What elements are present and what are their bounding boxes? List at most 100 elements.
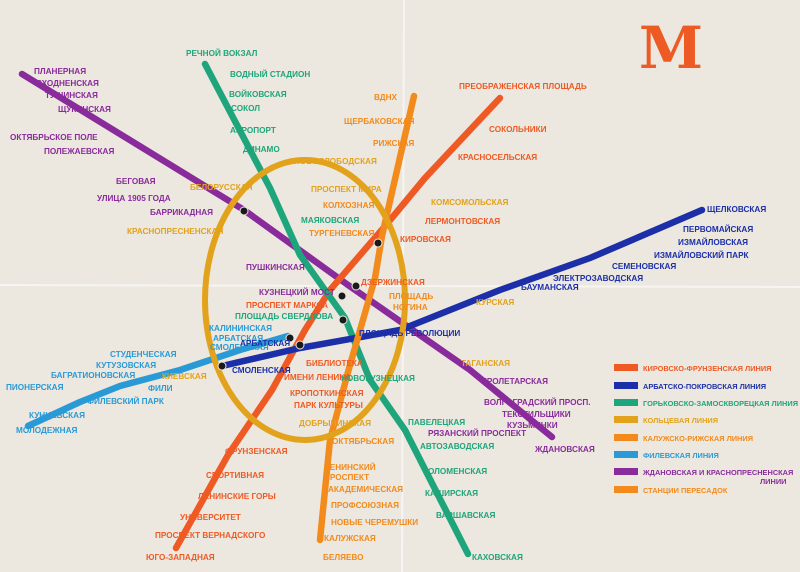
station-label: ТАГАНСКАЯ (461, 359, 510, 368)
station-label: ИЗМАЙЛОВСКАЯ (678, 236, 748, 247)
line-ring (202, 157, 408, 443)
transfer-dot (239, 206, 249, 216)
station-label: КУТУЗОВСКАЯ (96, 361, 156, 370)
legend-swatch (614, 399, 638, 406)
station-label: УЛИЦА 1905 ГОДА (97, 194, 171, 203)
station-label: СТУДЕНЧЕСКАЯ (110, 350, 177, 359)
station-label: СПОРТИВНАЯ (206, 471, 264, 480)
legend-label: КОЛЬЦЕВАЯ ЛИНИЯ (643, 416, 718, 425)
station-label: ВАРШАВСКАЯ (436, 511, 495, 520)
station-label: ПЛОЩАДЬ РЕВОЛЮЦИИ (359, 329, 460, 338)
station-label: НОГИНА (393, 303, 428, 312)
station-label: РЯЗАНСКИЙ ПРОСПЕКТ (428, 427, 526, 438)
station-label: СОКОЛЬНИКИ (489, 125, 547, 134)
transfer-dot (285, 333, 295, 343)
station-label: ЛЕНИНСКИЙ (324, 461, 376, 472)
legend-swatch (614, 416, 638, 423)
station-label: ФРУНЗЕНСКАЯ (225, 447, 288, 456)
station-label: ВДНХ (374, 93, 398, 102)
station-label: КАЛУЖСКАЯ (324, 534, 376, 543)
station-label: ПРОЛЕТАРСКАЯ (481, 377, 548, 386)
station-label: ЛЕРМОНТОВСКАЯ (425, 217, 500, 226)
station-label: ПЛАНЕРНАЯ (34, 67, 86, 76)
station-label: РЕЧНОЙ ВОКЗАЛ (186, 47, 258, 58)
legend-label: КИРОВСКО-ФРУНЗЕНСКАЯ ЛИНИЯ (643, 364, 772, 373)
station-label: ФИЛИ (148, 384, 173, 393)
station-label: СМОЛЕНСКАЯ (232, 366, 291, 375)
station-label: ТУШИНСКАЯ (45, 91, 98, 100)
station-label: ПРОСПЕКТ ВЕРНАДСКОГО (155, 531, 266, 540)
station-label: МОЛОДЕЖНАЯ (16, 426, 78, 435)
transfer-dot (295, 340, 305, 350)
station-label: ЮГО-ЗАПАДНАЯ (146, 553, 215, 562)
station-label: КУНЦЕВСКАЯ (29, 411, 85, 420)
legend-swatch (614, 364, 638, 371)
station-label: ПРОСПЕКТ МАРКСА (246, 301, 328, 310)
legend-label: СТАНЦИИ ПЕРЕСАДОК (643, 486, 728, 495)
legend-label: ФИЛЕВСКАЯ ЛИНИЯ (643, 451, 719, 460)
transfer-dot (373, 238, 383, 248)
station-label: ДИНАМО (243, 145, 280, 154)
station-label: СМОЛЕНСКАЯ (210, 343, 269, 352)
station-label: ПУШКИНСКАЯ (246, 263, 305, 272)
legend-label: ЖДАНОВСКАЯ И КРАСНОПРЕСНЕНСКАЯ (642, 468, 793, 477)
station-label: СХОДНЕНСКАЯ (36, 79, 99, 88)
legend-label-continuation: ЛИНИИ (760, 477, 786, 486)
station-label: НОВОСЛОБОДСКАЯ (294, 157, 377, 166)
station-label: КУЗЬМИНКИ (507, 421, 558, 430)
station-labels: ПЛАНЕРНАЯ СХОДНЕНСКАЯ ТУШИНСКАЯ ЩУКИНСКАЯ ОК… (6, 47, 766, 562)
station-label: ТУРГЕНЕВСКАЯ (309, 229, 374, 238)
station-label: ПРЕОБРАЖЕНСКАЯ ПЛОЩАДЬ (459, 82, 587, 91)
station-label: КИРОВСКАЯ (400, 235, 451, 244)
legend-swatch (614, 434, 638, 441)
transfer-dot (337, 291, 347, 301)
station-label: ЩЕЛКОВСКАЯ (707, 205, 766, 214)
station-label: БАРРИКАДНАЯ (150, 208, 213, 217)
station-label: ПЕРВОМАЙСКАЯ (683, 223, 753, 234)
station-label: ФИЛЕВСКИЙ ПАРК (87, 395, 165, 406)
station-label: КАШИРСКАЯ (425, 489, 478, 498)
station-label: ВОЙКОВСКАЯ (229, 88, 287, 99)
station-label: ДЗЕРЖИНСКАЯ (361, 278, 425, 287)
station-label: ОКТЯБРЬСКОЕ ПОЛЕ (10, 133, 98, 142)
station-label: УНИВЕРСИТЕТ (180, 513, 241, 522)
station-label: НОВЫЕ ЧЕРЕМУШКИ (331, 518, 418, 527)
transfer-dot (351, 281, 361, 291)
station-label: КОМСОМОЛЬСКАЯ (431, 198, 508, 207)
station-label: БЕГОВАЯ (116, 177, 156, 186)
station-label: КОЛОМЕНСКАЯ (423, 467, 487, 476)
station-label: СЕМЕНОВСКАЯ (612, 262, 676, 271)
station-label: ОКТЯБРЬСКАЯ (332, 437, 394, 446)
station-label: ПЛОЩАДЬ СВЕРДЛОВА (235, 312, 333, 321)
legend: КИРОВСКО-ФРУНЗЕНСКАЯ ЛИНИЯ АРБАТСКО-ПОКРО… (614, 364, 798, 495)
metro-logo: М (639, 14, 703, 82)
legend-swatch (614, 382, 638, 389)
line-orange (316, 92, 418, 544)
station-label: БЕЛЯЕВО (323, 553, 364, 562)
station-label: РИЖСКАЯ (373, 139, 414, 148)
station-label: КРОПОТКИНСКАЯ (290, 389, 364, 398)
station-label: ИМЕНИ ЛЕНИНА (284, 373, 351, 382)
station-label: ПОЛЕЖАЕВСКАЯ (44, 147, 114, 156)
station-label: БАУМАНСКАЯ (521, 283, 579, 292)
line-light-blue (24, 332, 292, 430)
legend-label: ГОРЬКОВСКО-ЗАМОСКВОРЕЦКАЯ ЛИНИЯ (643, 399, 798, 408)
station-label: КРАСНОПРЕСНЕНСКАЯ (127, 227, 223, 236)
transfer-dot (338, 315, 348, 325)
station-label: ИЗМАЙЛОВСКИЙ ПАРК (654, 249, 750, 260)
station-label: НОВОКУЗНЕЦКАЯ (341, 374, 415, 383)
station-label: КАХОВСКАЯ (472, 553, 523, 562)
station-label: КУЗНЕЦКИЙ МОСТ (259, 286, 335, 297)
station-label: БИБЛИОТЕКА (306, 359, 363, 368)
station-label: ПАВЕЛЕЦКАЯ (408, 418, 465, 427)
line-purple (18, 70, 556, 441)
station-label: АРБАТСКАЯ (240, 339, 290, 348)
station-label: КИЕВСКАЯ (162, 372, 207, 381)
station-label: ПРОСПЕКТ МИРА (311, 185, 382, 194)
station-label: АВТОЗАВОДСКАЯ (420, 442, 494, 451)
legend-label: АРБАТСКО-ПОКРОВСКАЯ ЛИНИЯ (643, 382, 766, 391)
legend-swatch (614, 486, 638, 493)
station-label: ВОДНЫЙ СТАДИОН (230, 68, 310, 79)
legend-swatch (614, 468, 638, 475)
